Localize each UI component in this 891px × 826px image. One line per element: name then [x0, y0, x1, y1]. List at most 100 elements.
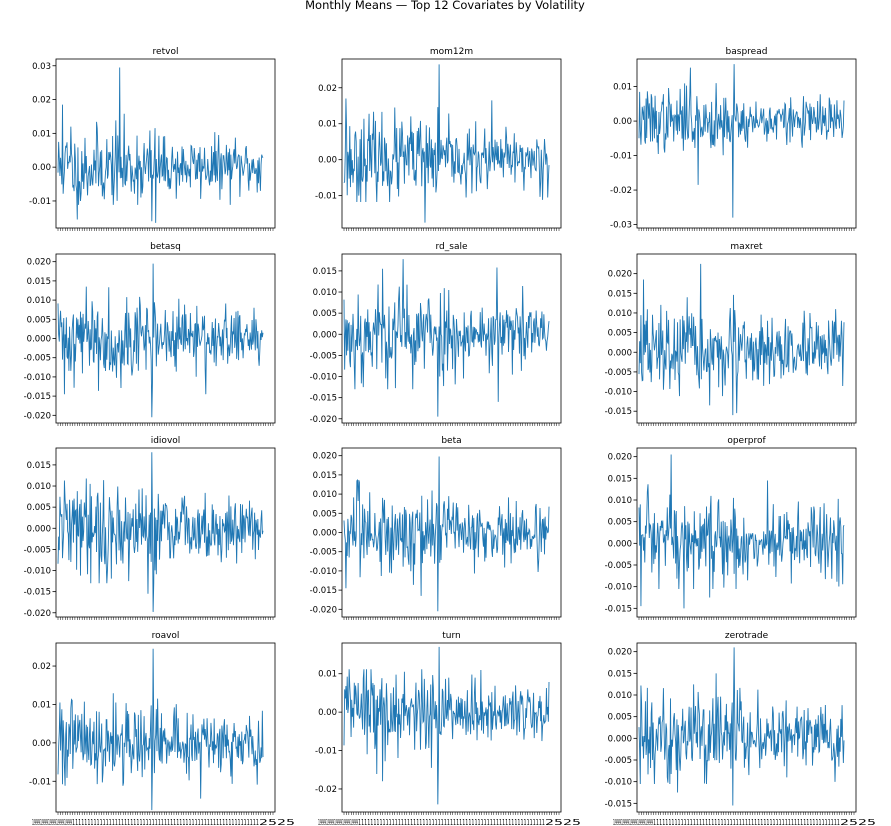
y-tick-label: 0.00 — [318, 708, 337, 718]
plot-frame — [55, 642, 276, 813]
subplot-title: retvol — [153, 47, 179, 57]
series-line — [638, 64, 845, 218]
subplot-maxret: maxret -0.015 -0.010 -0.005 0.000 0.005 0.010 0… — [605, 242, 857, 426]
y-tick-label: 0.02 — [32, 662, 51, 672]
plot-frame — [636, 447, 857, 618]
y-tick-label: 0.010 — [27, 482, 51, 492]
y-tick-label: 0.03 — [32, 62, 51, 72]
subplot-title: idiovol — [151, 436, 181, 446]
y-tick-label: -0.01 — [315, 192, 337, 202]
x-tick-labels-overlap: 1111111111111111111111111111111111111111… — [358, 818, 545, 826]
y-tick-label: 0.015 — [608, 289, 632, 299]
y-tick-label: -0.005 — [310, 351, 337, 361]
y-tick-label: 0.020 — [608, 453, 632, 463]
y-tick-label: -0.010 — [605, 388, 632, 398]
y-tick-label: 0.015 — [313, 267, 337, 277]
y-tick-label: -0.015 — [605, 407, 632, 417]
x-tick-labels-overlap: 19991999199919991999 — [613, 818, 653, 826]
y-tick-label: -0.015 — [310, 394, 337, 404]
subplot-operprof: operprof -0.015 -0.010 -0.005 0.000 0.005 0.01… — [605, 436, 857, 620]
y-tick-label: -0.02 — [610, 186, 632, 196]
figure-title: Monthly Means — Top 12 Covariates by Vol… — [305, 0, 585, 12]
y-tick-label: 0.000 — [608, 348, 632, 358]
y-tick-label: -0.03 — [610, 221, 632, 231]
y-tick-label: -0.010 — [310, 373, 337, 383]
y-tick-label: 0.01 — [32, 700, 51, 710]
series-line — [343, 64, 550, 223]
y-tick-label: 0.000 — [608, 734, 632, 744]
plot-frame — [341, 253, 562, 424]
x-tick-labels-overlap: 2525 — [545, 818, 581, 826]
y-tick-label: 0.010 — [313, 288, 337, 298]
y-tick-label: 0.010 — [608, 691, 632, 701]
y-tick-label: 0.000 — [608, 539, 632, 549]
series-line — [57, 67, 264, 223]
y-tick-label: 0.010 — [608, 496, 632, 506]
y-tick-label: -0.005 — [605, 368, 632, 378]
subplot-beta: beta -0.020 -0.015 -0.010 -0.005 0.000 0.005 0.… — [310, 436, 562, 620]
series-line — [57, 648, 264, 811]
x-tick-labels-overlap: 1111111111111111111111111111111111111111… — [72, 818, 259, 826]
subplot-betasq: betasq -0.020 -0.015 -0.010 -0.005 0.000 0.005… — [24, 242, 276, 426]
y-tick-label: -0.015 — [24, 588, 51, 598]
x-tick-labels-overlap: 19991999199919991999 — [32, 818, 72, 826]
y-tick-label: -0.015 — [605, 604, 632, 614]
plot-frame — [636, 642, 857, 813]
series-line — [57, 263, 264, 418]
series-line — [343, 646, 550, 805]
y-tick-label: 0.020 — [27, 258, 51, 268]
y-tick-label: -0.01 — [315, 747, 337, 757]
y-tick-label: -0.010 — [605, 778, 632, 788]
x-tick-labels-overlap: 19991999199919991999 — [318, 818, 358, 826]
y-tick-label: 0.020 — [608, 648, 632, 658]
y-tick-label: -0.010 — [24, 567, 51, 577]
y-tick-label: 0.010 — [313, 490, 337, 500]
y-tick-label: 0.005 — [27, 315, 51, 325]
y-tick-label: -0.020 — [310, 415, 337, 425]
y-tick-label: -0.015 — [605, 799, 632, 809]
y-tick-label: -0.01 — [29, 197, 51, 207]
x-tick-labels-overlap: 2525 — [840, 818, 876, 826]
series-line — [57, 452, 264, 612]
y-tick-label: -0.005 — [24, 354, 51, 364]
y-tick-label: 0.02 — [32, 96, 51, 106]
y-tick-label: 0.000 — [27, 335, 51, 345]
y-tick-label: 0.01 — [318, 120, 337, 130]
y-tick-label: -0.020 — [310, 605, 337, 615]
subplot-title: mom12m — [430, 47, 473, 57]
y-tick-label: -0.010 — [24, 373, 51, 383]
y-tick-label: -0.02 — [315, 785, 337, 795]
y-tick-label: 0.005 — [313, 309, 337, 319]
y-tick-label: 0.015 — [608, 669, 632, 679]
subplot-zerotrade: zerotrade -0.015 -0.010 -0.005 0.000 0.005 0.0… — [605, 631, 876, 826]
y-tick-label: -0.015 — [310, 586, 337, 596]
series-line — [343, 456, 550, 612]
y-tick-label: 0.010 — [608, 309, 632, 319]
subplot-idiovol: idiovol -0.020 -0.015 -0.010 -0.005 0.000 0.00… — [24, 436, 276, 620]
subplot-title: operprof — [727, 436, 766, 446]
plot-frame — [636, 58, 857, 229]
y-tick-label: 0.005 — [27, 503, 51, 513]
y-tick-label: -0.005 — [310, 548, 337, 558]
y-tick-label: 0.01 — [32, 129, 51, 139]
y-tick-label: -0.010 — [605, 583, 632, 593]
y-tick-label: 0.005 — [313, 509, 337, 519]
y-tick-label: -0.020 — [24, 609, 51, 619]
subplot-grid: retvol -0.01 0.00 0.01 0.02 0.03 mom12m -0.01 0.… — [24, 47, 876, 826]
y-tick-label: 0.01 — [318, 670, 337, 680]
y-tick-label: -0.01 — [29, 777, 51, 787]
y-tick-label: 0.005 — [608, 329, 632, 339]
subplot-turn: turn -0.02 -0.01 0.00 0.01 199919991999199919… — [315, 631, 581, 826]
plot-frame — [55, 58, 276, 229]
y-tick-label: -0.005 — [24, 545, 51, 555]
subplot-mom12m: mom12m -0.01 0.00 0.01 0.02 — [315, 47, 562, 231]
subplot-title: roavol — [152, 631, 180, 641]
y-tick-label: 0.015 — [608, 474, 632, 484]
y-tick-label: -0.005 — [605, 756, 632, 766]
subplot-title: zerotrade — [725, 631, 769, 641]
y-tick-label: -0.010 — [310, 567, 337, 577]
y-tick-label: -0.005 — [605, 561, 632, 571]
y-tick-label: -0.01 — [610, 152, 632, 162]
y-tick-label: 0.000 — [27, 524, 51, 534]
